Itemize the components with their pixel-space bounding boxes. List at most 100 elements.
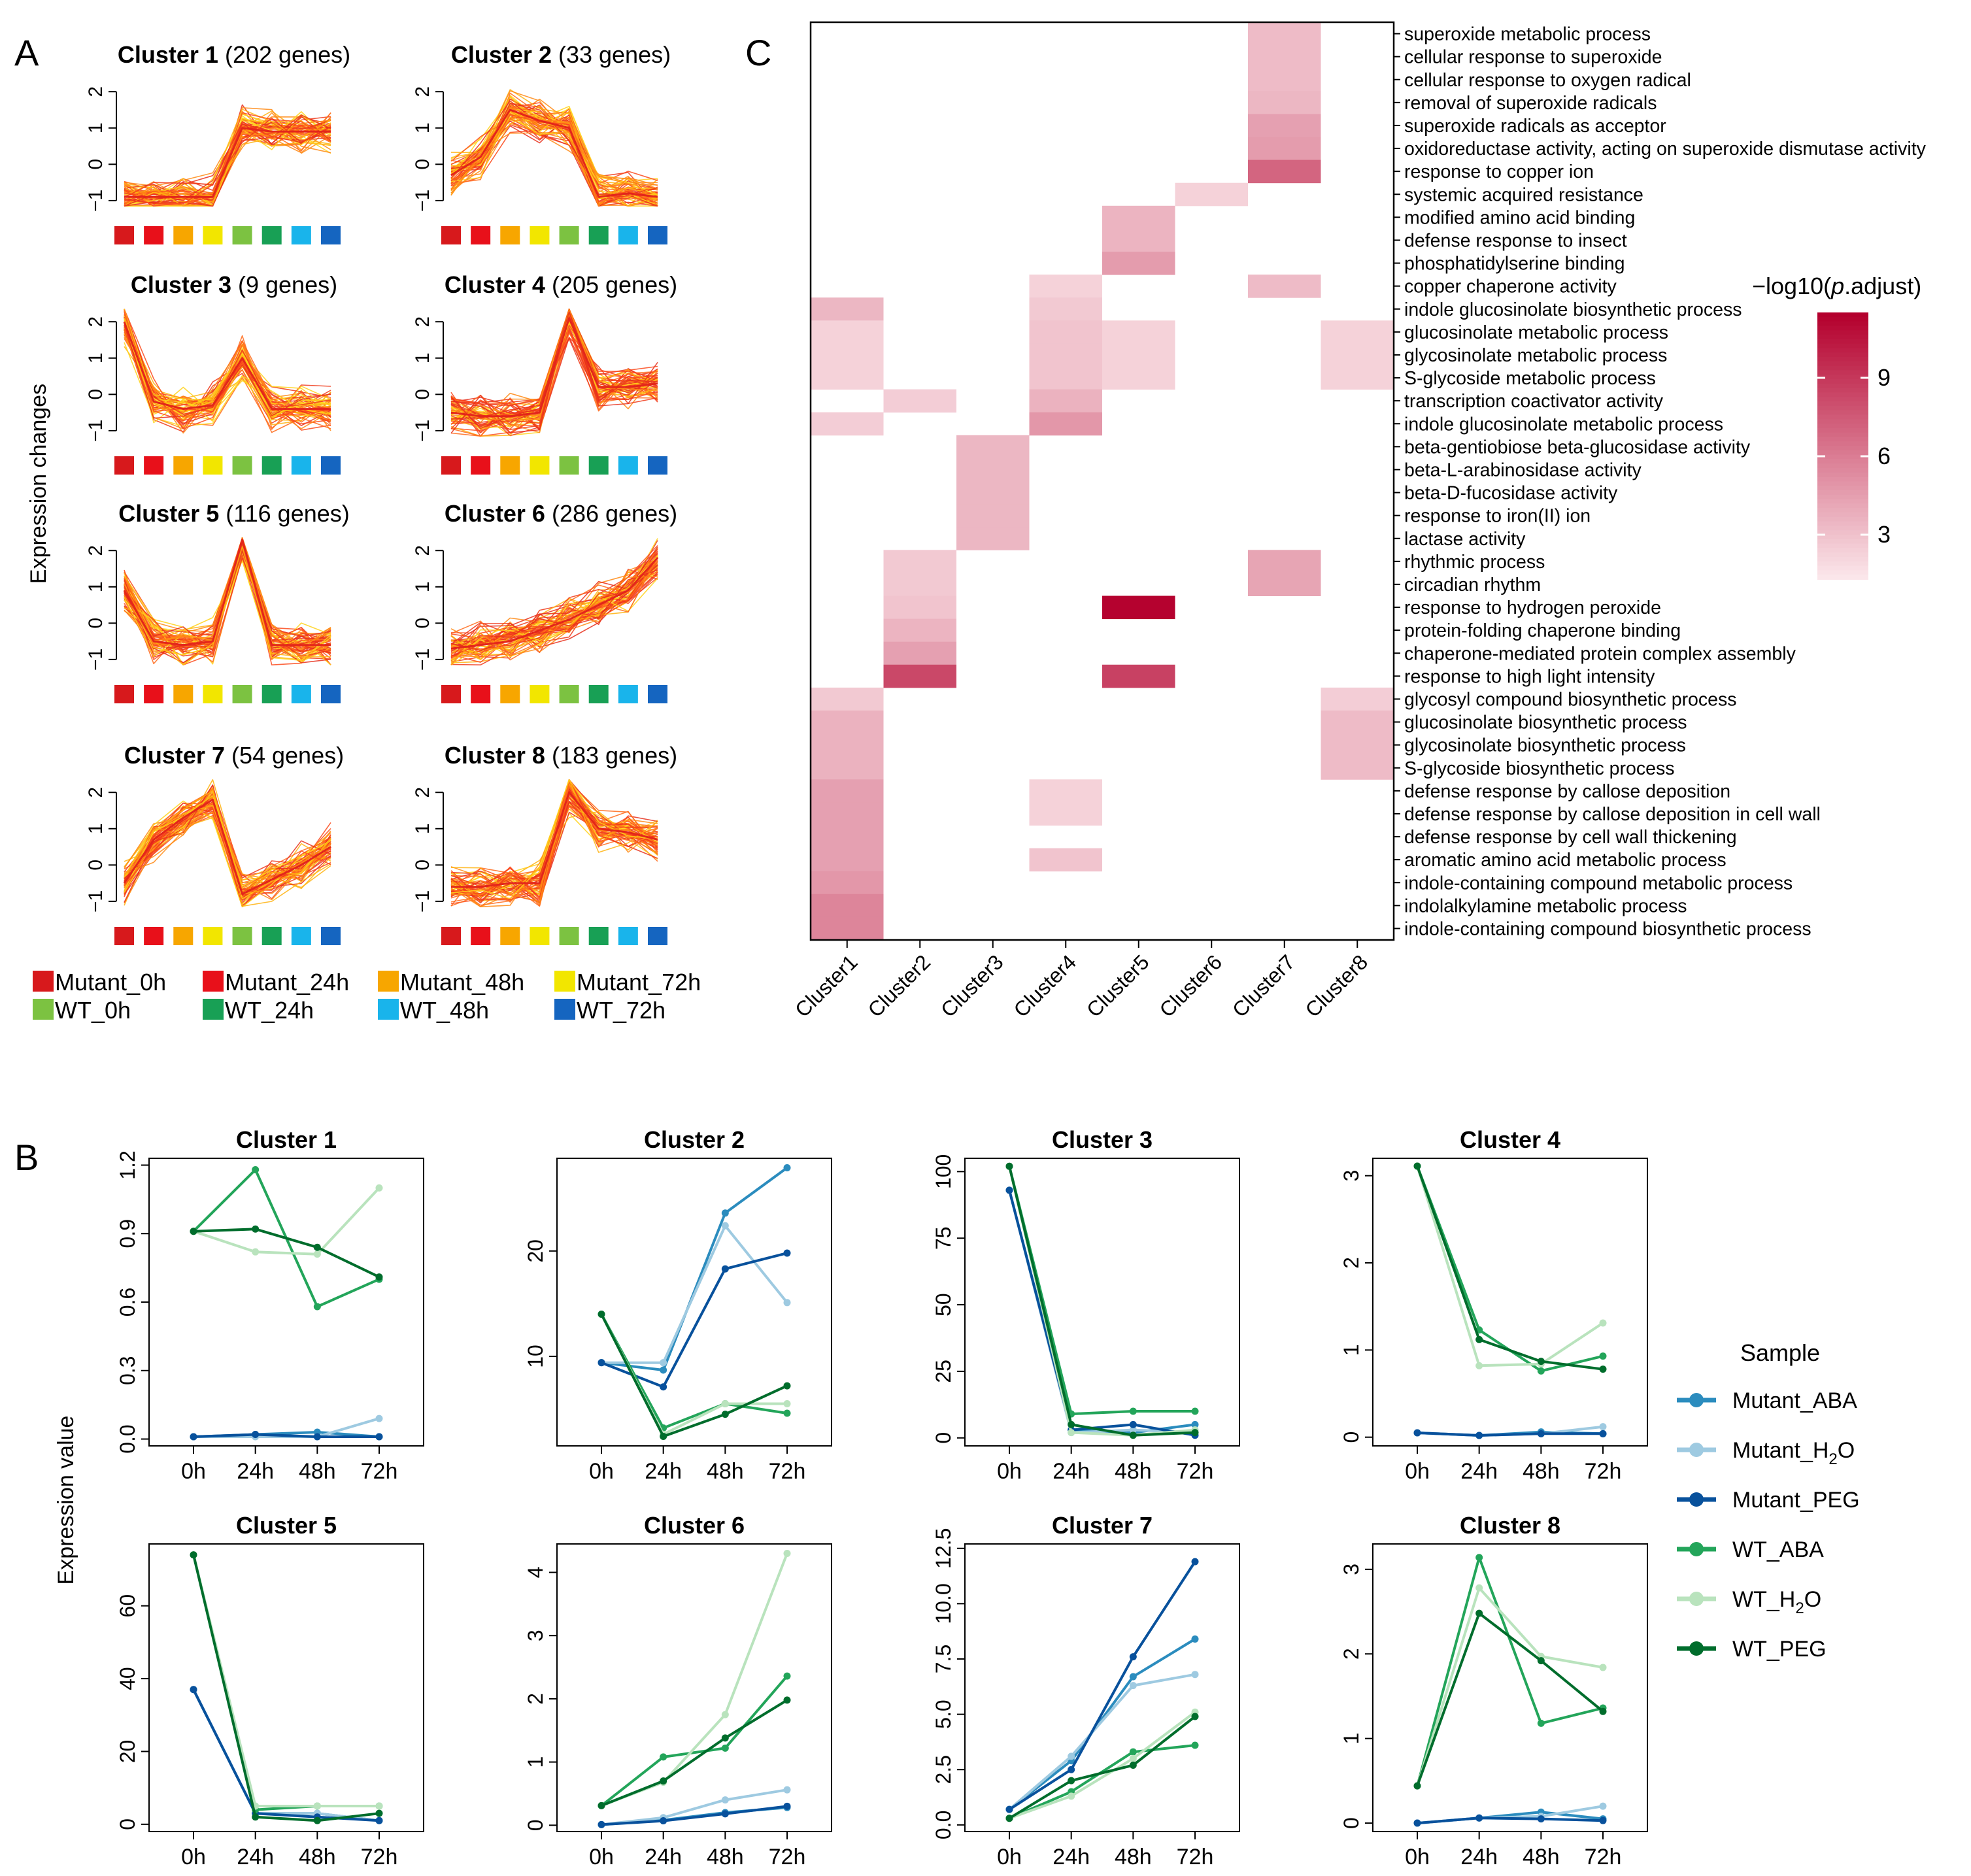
gene-profile-line — [450, 550, 658, 658]
data-point — [1005, 1805, 1013, 1813]
cluster-gene-count: (183 genes) — [545, 742, 677, 769]
sample-square-wt-48h — [618, 685, 638, 703]
sample-square-mutant-0h — [441, 685, 461, 703]
data-point — [1068, 1420, 1075, 1428]
y-tick-label: 20 — [116, 1740, 139, 1764]
legend-gradient-step — [1817, 499, 1868, 505]
heatmap-cell — [883, 618, 956, 643]
y-tick-label: 2 — [85, 787, 107, 798]
go-term-label: phosphatidylserine binding — [1404, 254, 1625, 275]
data-point — [313, 1243, 321, 1251]
sample-square-mutant-24h — [144, 685, 164, 703]
heatmap-cell — [1102, 228, 1175, 252]
x-tick-label: 24h — [1053, 1459, 1090, 1484]
legend-gradient-step — [1817, 321, 1868, 327]
heatmap-cell — [1321, 366, 1394, 390]
data-point — [783, 1299, 791, 1307]
x-tick-label: 48h — [1523, 1459, 1560, 1484]
data-point — [1599, 1319, 1607, 1327]
go-term-label: circadian rhythm — [1404, 575, 1541, 595]
heatmap-cell — [811, 779, 884, 803]
cluster-mean-line — [450, 109, 658, 198]
data-point — [598, 1801, 605, 1809]
x-tick-label: 72h — [1585, 1845, 1622, 1869]
x-tick-label: 72h — [769, 1459, 806, 1484]
data-point — [783, 1382, 791, 1390]
go-term-label: indolalkylamine metabolic process — [1404, 896, 1687, 916]
heatmap-cell — [1248, 91, 1321, 114]
legend-swatch — [378, 971, 399, 992]
cluster-pattern-plot-8: Cluster 8 (183 genes) −1 0 1 2 — [412, 742, 677, 945]
data-point — [252, 1431, 260, 1439]
sample-square-wt-72h — [648, 927, 667, 945]
legend-label: Mutant_PEG — [1732, 1488, 1860, 1513]
data-point — [783, 1786, 791, 1794]
data-point — [1191, 1429, 1199, 1437]
y-tick-label: 2.5 — [932, 1755, 955, 1784]
go-term-label: beta-D-fucosidase activity — [1404, 483, 1618, 504]
gene-profile-line — [450, 576, 658, 665]
data-point — [190, 1228, 197, 1235]
data-point — [252, 1813, 260, 1821]
heatmap-cell — [883, 573, 956, 596]
x-tick-label: 0h — [589, 1459, 614, 1484]
y-tick-label: 2 — [1339, 1648, 1363, 1660]
y-tick-label: 2 — [85, 86, 107, 97]
data-point — [660, 1753, 667, 1761]
heatmap-cell — [1248, 573, 1321, 596]
data-point — [1599, 1365, 1607, 1373]
series-line-wt-aba — [600, 1675, 788, 1807]
gene-profile-line — [450, 796, 658, 899]
heatmap-cell — [883, 550, 956, 573]
heatmap-cell — [1102, 320, 1175, 344]
legend-label: WT_ABA — [1732, 1537, 1824, 1562]
plot-title: Cluster 4 — [1460, 1126, 1560, 1153]
data-point — [1475, 1554, 1483, 1562]
legend-gradient-step — [1817, 508, 1868, 513]
heatmap-cell — [1175, 182, 1248, 207]
x-tick-label: 72h — [1177, 1845, 1214, 1869]
heatmap-cell — [1102, 252, 1175, 275]
sample-square-wt-48h — [618, 226, 638, 244]
sample-square-wt-24h — [588, 456, 609, 475]
legend-gradient-step — [1817, 424, 1868, 429]
legend-gradient-step — [1817, 521, 1868, 527]
sample-square-mutant-48h — [173, 685, 194, 703]
legend-gradient-step — [1817, 472, 1868, 478]
legend-gradient-step — [1817, 379, 1868, 384]
y-tick-label: 0.3 — [116, 1356, 139, 1385]
heatmap-cell — [811, 848, 884, 872]
go-term-label: protein-folding chaperone binding — [1404, 620, 1681, 641]
legend-gradient-step — [1817, 526, 1868, 531]
series-line-wt-h2o — [193, 1187, 380, 1256]
cluster-gene-count: (54 genes) — [225, 742, 344, 769]
heatmap-cell — [1248, 68, 1321, 92]
go-term-label: glucosinolate biosynthetic process — [1404, 712, 1687, 733]
heatmap-cell — [811, 711, 884, 734]
go-term-label: defense response by callose deposition — [1404, 781, 1730, 802]
gene-profile-line — [450, 548, 658, 663]
x-tick-label: 48h — [1523, 1845, 1560, 1869]
gene-profile-line — [450, 118, 658, 185]
sample-square-wt-24h — [261, 226, 282, 244]
sample-square-mutant-72h — [530, 226, 550, 244]
legend-gradient-step — [1817, 557, 1868, 562]
legend-gradient-step — [1817, 503, 1868, 509]
legend-gradient-step — [1817, 565, 1868, 571]
legend-label: Mutant_0h — [55, 969, 166, 996]
legend-label-main: WT_PEG — [1732, 1637, 1827, 1662]
legend-title-italic: p — [1830, 273, 1844, 299]
plot-frame — [556, 1158, 832, 1447]
panel-a-y-axis-label: Expression changes — [26, 384, 51, 584]
sample-square-wt-48h — [291, 927, 311, 945]
legend-tick-label: 9 — [1878, 364, 1891, 391]
x-tick-label: 72h — [1585, 1459, 1622, 1484]
go-term-label: defense response to insect — [1404, 230, 1627, 251]
sample-square-mutant-48h — [173, 456, 194, 475]
series-line-wt-aba — [1416, 1556, 1604, 1786]
legend-label: WT_24h — [225, 997, 314, 1024]
y-tick-label: 1 — [85, 581, 107, 592]
cluster-name: Cluster 1 — [118, 41, 218, 68]
cluster-gene-count: (33 genes) — [552, 41, 671, 68]
legend-gradient-step — [1817, 446, 1868, 451]
